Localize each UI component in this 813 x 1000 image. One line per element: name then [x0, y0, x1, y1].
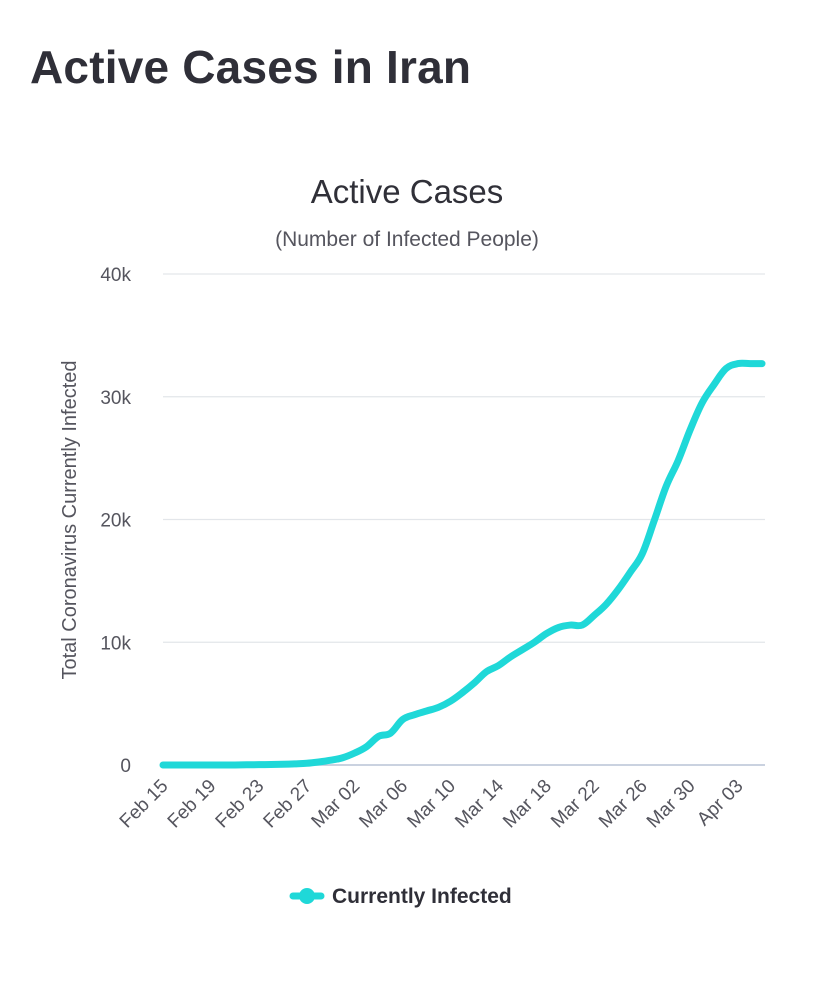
x-tick-label: Feb 23: [212, 776, 269, 833]
x-tick-label: Mar 30: [643, 776, 700, 833]
x-tick-label: Mar 10: [403, 776, 460, 833]
page-title: Active Cases in Iran: [30, 41, 472, 93]
x-tick-label: Mar 06: [355, 776, 412, 833]
legend[interactable]: Currently Infected: [289, 885, 512, 908]
y-axis-label: Total Coronavirus Currently Infected: [59, 360, 81, 679]
y-tick-label: 40k: [100, 265, 131, 286]
x-tick-label: Mar 22: [547, 776, 604, 833]
legend-swatch-icon: [289, 888, 325, 904]
x-tick-label: Mar 14: [451, 775, 508, 832]
x-tick-label: Feb 27: [260, 776, 317, 833]
y-tick-label: 0: [120, 756, 131, 777]
x-tick-label: Mar 02: [308, 776, 365, 833]
series-line-currently-infected: [159, 359, 766, 769]
x-tick-label: Mar 18: [499, 776, 556, 833]
legend-label: Currently Infected: [332, 885, 512, 908]
legend-marker: [299, 888, 315, 904]
x-tick-label: Feb 15: [116, 776, 173, 833]
x-tick-label: Feb 19: [164, 776, 221, 833]
y-axis-ticks: 0 10k 20k 30k 40k: [100, 265, 131, 777]
x-tick-label: Apr 03: [693, 776, 747, 830]
y-tick-label: 20k: [100, 511, 131, 532]
y-tick-label: 30k: [100, 388, 131, 409]
chart-subtitle: (Number of Infected People): [275, 228, 539, 251]
y-tick-label: 10k: [100, 633, 131, 654]
chart-title: Active Cases: [311, 173, 504, 210]
x-tick-label: Mar 26: [595, 776, 652, 833]
series-layer: [159, 359, 766, 769]
